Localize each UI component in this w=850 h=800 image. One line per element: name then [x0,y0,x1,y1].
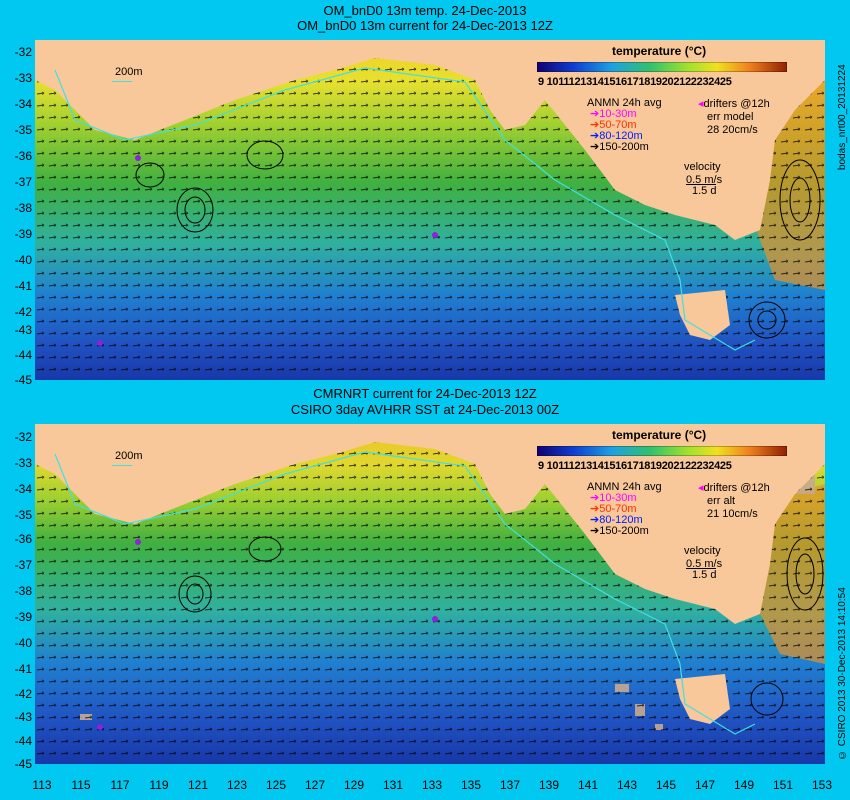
panel1-eddies [135,140,821,339]
panel2-colorbar [537,446,787,456]
panel1-drifters [97,155,438,346]
panel2-depth-4: ➔150-200m [590,525,649,537]
panel2-err-line1: err alt [707,495,736,507]
panel1-depth-3: ➔80-120m [590,130,643,142]
panel1-depth-4: ➔150-200m [590,141,649,153]
panel1-colorbar-ticks: 9 10111213141516171819202122232425 [538,76,732,88]
panel2-velocity-label: velocity [684,545,721,557]
panel1-velocity-label: velocity [684,161,721,173]
panel1-map-svg [35,40,825,380]
panel1-colorbar [537,62,787,72]
panel2-land-mainland [35,424,825,624]
panel2-side-label: © CSIRO 2013 30-Dec-2013 14:10:54 [837,587,848,760]
panel1-contour-label: 200m [115,66,143,78]
panel2-velocity-days: 1.5 d [692,569,717,581]
panel1-depth-1: ➔10-30m [590,108,637,120]
panel2-anmn-title: ANMN 24h avg [587,481,662,493]
panel2-contour-label: 200m [115,450,143,462]
panel1-drifters-label: ◂drifters @12h [698,98,770,110]
panel1-anmn-title: ANMN 24h avg [587,97,662,109]
panel2-colorbar-ticks: 9 10111213141516171819202122232425 [538,460,732,472]
panel2-velocity-arrow [686,568,716,569]
panel2-drifters [97,539,438,730]
panel2-contour-swatch [112,465,132,466]
panel2-velocity-scale: 0.5 m/s [686,558,723,570]
panel2-drifters-label: ◂drifters @12h [698,482,770,494]
panel1-land-tasmania [675,290,730,340]
panel1-velocity-days: 1.5 d [692,185,717,197]
panel2-depth-3: ➔80-120m [590,514,643,526]
panel1-err-line1: err model [707,111,754,123]
panel1-title-line1: OM_bnD0 13m temp. 24-Dec-2013 [323,3,527,18]
panel1-legend-title: temperature (°C) [612,44,707,58]
panel2-land-tasmania [675,674,730,724]
panel2-err-line2: 21 10cm/s [707,508,758,520]
panel2-200m-contour [54,451,756,735]
panel2-legend-title: temperature (°C) [612,428,707,442]
panel2-title-line1: CMRNRT current for 24-Dec-2013 12Z [313,386,537,401]
panel1-velocity-scale: 0.5 m/s [686,174,723,186]
panel2-eddies [178,536,824,716]
panel1-err-line2: 28 20cm/s [707,124,758,136]
panel2-title-line2: CSIRO 3day AVHRR SST at 24-Dec-2013 00Z [290,402,560,417]
panel2-depth-2: ➔50-70m [590,503,637,515]
panel1-contour-swatch [112,81,132,82]
panel1-title-line2: OM_bnD0 13m current for 24-Dec-2013 12Z [297,18,553,33]
panel1-velocity-arrow [686,184,716,185]
panel2-map-svg [35,424,825,764]
panel1-200m-contour [54,67,756,351]
panel2-depth-1: ➔10-30m [590,492,637,504]
panel2-map[interactable] [35,424,825,764]
panel1-map[interactable] [35,40,825,380]
panel1-depth-2: ➔50-70m [590,119,637,131]
panel1-land-mainland [35,40,825,240]
panel1-side-label: bodas_nrt00_20131224 [837,64,848,170]
